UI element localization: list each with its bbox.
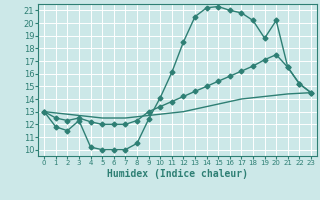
X-axis label: Humidex (Indice chaleur): Humidex (Indice chaleur) bbox=[107, 169, 248, 179]
